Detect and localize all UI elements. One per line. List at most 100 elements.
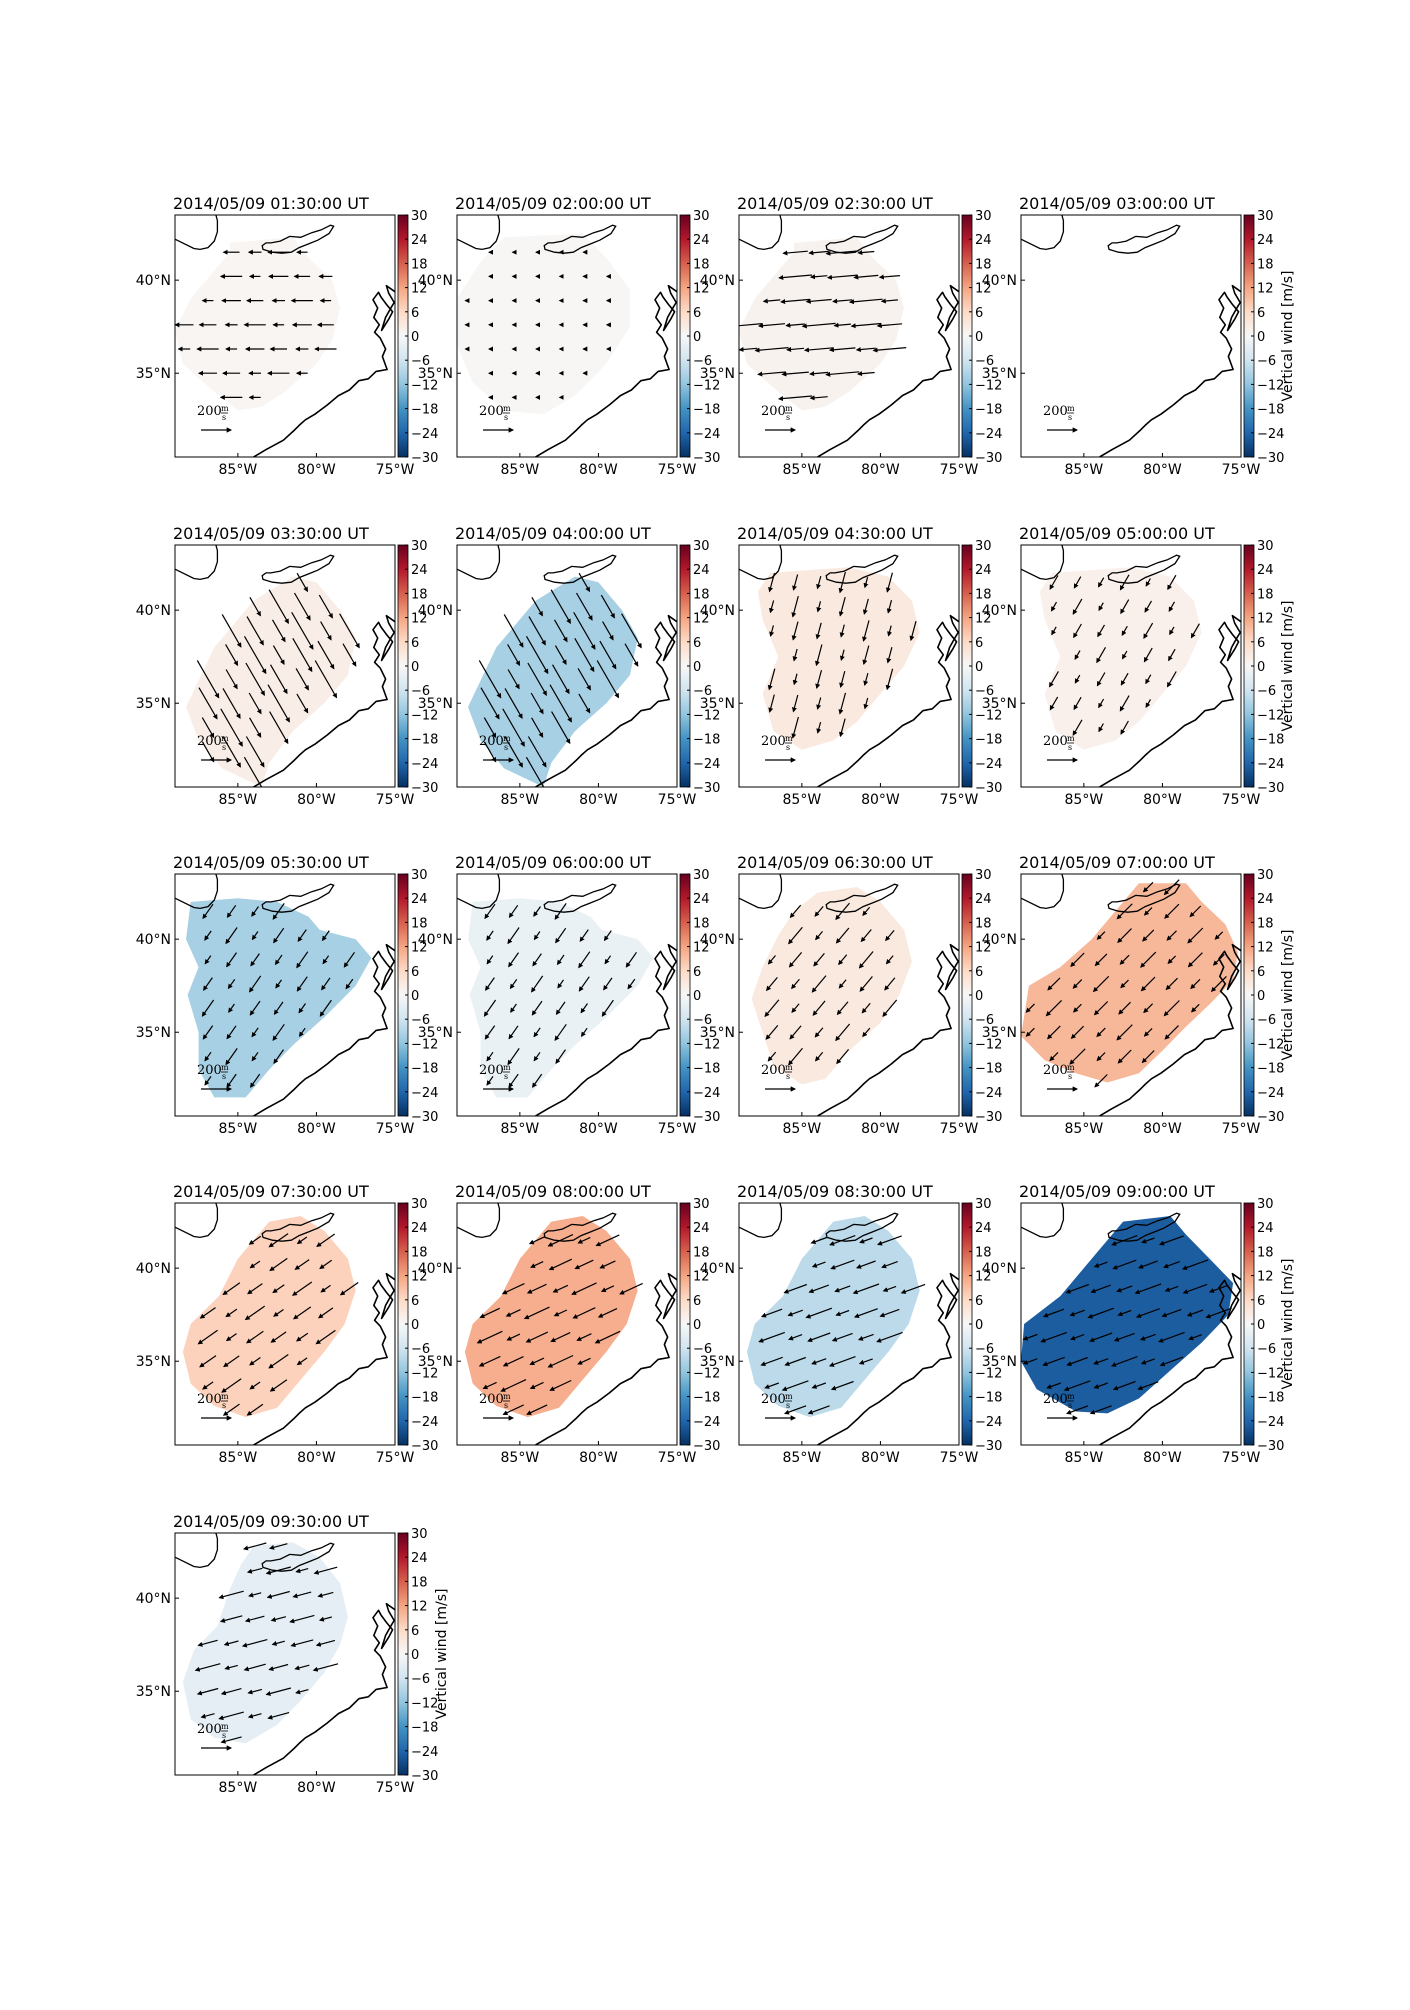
colorbar-tick-label: −24 [411,1086,438,1101]
wind-vector [523,1306,550,1320]
wind-vector [1065,1283,1090,1294]
wind-vector [528,616,546,646]
lake-erie [543,224,617,254]
y-tick-label: 35°N [982,366,1017,382]
colorbar-tick-label: 12 [693,612,710,627]
wind-vector [839,649,845,661]
wind-vector [811,975,827,993]
colorbar-tick-label: −24 [975,1415,1002,1430]
wind-vector [226,904,237,919]
colorbar-tick-label: 6 [411,965,419,980]
reference-vector-unit-denominator: s [786,413,790,422]
wind-vector [1118,1001,1131,1015]
wind-vector [838,596,846,617]
wind-vector [1093,1358,1109,1365]
coastline [535,943,677,1116]
wind-vector [315,1329,336,1345]
colorbar-tick-label: 24 [975,892,992,907]
x-tick-label: 85°W [219,1121,258,1137]
wind-vector [784,1356,807,1366]
wind-vector [1140,976,1156,992]
colorbar-tick-label: 30 [1257,209,1274,224]
lake-erie [261,554,335,584]
colorbar-tick-label: −30 [1257,451,1284,466]
wind-vector [1166,930,1177,941]
colorbar-tick-label: −24 [693,1086,720,1101]
map-frame [1020,544,1242,788]
lake-michigan [457,1203,501,1239]
x-tick-label: 85°W [501,792,540,808]
y-tick-label: 35°N [136,366,171,382]
wind-vector [343,951,355,968]
wind-vector [531,597,543,617]
x-tick-label: 80°W [861,792,900,808]
colorbar-tick-label: −24 [1257,1415,1284,1430]
wind-coverage-area [739,237,904,411]
colorbar-tick-label: 0 [975,1318,983,1333]
reference-vector-unit-denominator: s [786,1401,790,1410]
wind-vector [197,1329,218,1345]
colorbar-tick-label: 30 [975,539,992,554]
wind-vector [872,347,907,353]
wind-vector [1022,1333,1038,1341]
colorbar-tick-label: −18 [975,1391,1002,1406]
reference-vector-unit-denominator: s [222,743,226,752]
wind-vector [1163,879,1180,896]
x-tick-label: 85°W [501,462,540,478]
wind-vector [880,298,898,304]
wind-vector [290,1639,314,1648]
wind-vector [813,953,825,967]
x-tick-label: 85°W [1065,1121,1104,1137]
wind-vector [529,1381,544,1389]
wind-vector [225,669,238,690]
lake-erie [261,224,335,254]
colorbar-label: Vertical wind [m/s] [1280,930,1296,1061]
wind-vector [830,1259,855,1270]
colorbar-tick-label: −30 [975,451,1002,466]
colorbar-tick-label: 6 [1257,636,1265,651]
wind-vector [1092,975,1110,993]
wind-vector [486,1051,494,1062]
colorbar-tick-label: 0 [411,1318,419,1333]
wind-vector [596,660,620,699]
wind-vector [835,902,850,921]
y-tick-label: 35°N [418,1354,453,1370]
wind-vector [765,977,778,992]
wind-vector [222,1282,241,1296]
wind-vector [1164,1025,1179,1040]
map-panel: 2014/05/09 02:30:00 UT 200 ms 85°W 80°W 75°W 4… [700,194,1003,478]
wind-vector [828,1356,856,1367]
colorbar-tick-label: −6 [1257,684,1276,699]
colorbar-tick-label: 18 [693,587,710,602]
colorbar-tick-label: 18 [1257,916,1274,931]
wind-vector [269,1257,288,1272]
wind-vector [1181,1259,1209,1270]
colorbar-tick-label: −12 [975,708,1002,723]
coastline [535,1272,677,1445]
colorbar-tick-label: −6 [975,1342,994,1357]
reference-vector-unit-numerator: m [785,404,793,413]
wind-vector [218,1590,244,1600]
wind-vector [762,298,781,304]
wind-vector [886,647,893,664]
wind-vector [760,1356,783,1367]
map-panel: 2014/05/09 03:00:00 UT 200 ms 85°W 80°W 75°W 4… [982,194,1296,478]
wind-vector [246,1403,264,1416]
wind-vector [574,638,595,673]
colorbar-tick-label: 12 [1257,941,1274,956]
wind-vector [269,664,288,695]
wind-vector [602,621,614,641]
wind-vector [1045,999,1063,1017]
map-frame [174,1532,396,1776]
wind-vector [578,693,591,714]
wind-vector [1025,1027,1035,1037]
y-tick-label: 35°N [982,1025,1017,1041]
wind-vector [223,1640,239,1647]
colorbar-tick-label: 18 [411,587,428,602]
wind-vector [1098,698,1105,709]
wind-vector [1139,1333,1156,1341]
wind-vector [859,976,873,992]
wind-vector [1121,650,1128,660]
colorbar-tick-label: −6 [693,684,712,699]
wind-vector [321,930,330,942]
